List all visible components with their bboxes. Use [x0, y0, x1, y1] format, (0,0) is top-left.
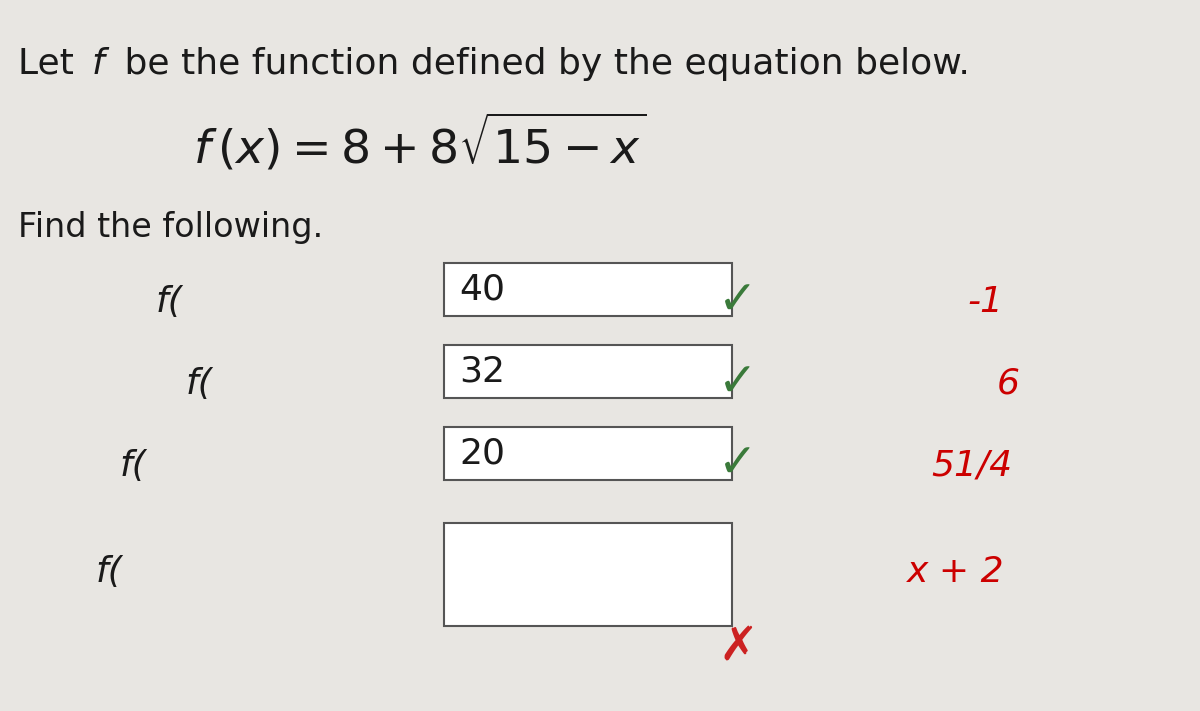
Text: 51/4: 51/4 [931, 449, 1013, 483]
Text: f(: f( [120, 449, 146, 483]
Text: 40: 40 [458, 273, 505, 306]
Text: f(: f( [96, 555, 122, 589]
Text: $f\,(x) = 8 + 8\sqrt{15 - x}$: $f\,(x) = 8 + 8\sqrt{15 - x}$ [193, 112, 647, 173]
FancyBboxPatch shape [444, 523, 732, 626]
Text: Find the following.: Find the following. [18, 211, 323, 244]
Text: 32: 32 [458, 355, 505, 388]
Text: f: f [91, 47, 104, 81]
Text: f(: f( [156, 285, 182, 319]
Text: ✗: ✗ [718, 624, 758, 670]
FancyBboxPatch shape [444, 345, 732, 398]
Text: Let: Let [18, 47, 85, 81]
Text: 20: 20 [458, 437, 505, 470]
Text: ✓: ✓ [718, 361, 758, 407]
FancyBboxPatch shape [444, 263, 732, 316]
Text: 6: 6 [997, 367, 1020, 401]
Text: ✓: ✓ [718, 279, 758, 325]
FancyBboxPatch shape [444, 427, 732, 480]
Text: x + 2: x + 2 [907, 555, 1004, 589]
Text: be the function defined by the equation below.: be the function defined by the equation … [113, 47, 970, 81]
Text: f(: f( [186, 367, 212, 401]
Text: ✓: ✓ [718, 443, 758, 488]
Text: -1: -1 [967, 285, 1003, 319]
